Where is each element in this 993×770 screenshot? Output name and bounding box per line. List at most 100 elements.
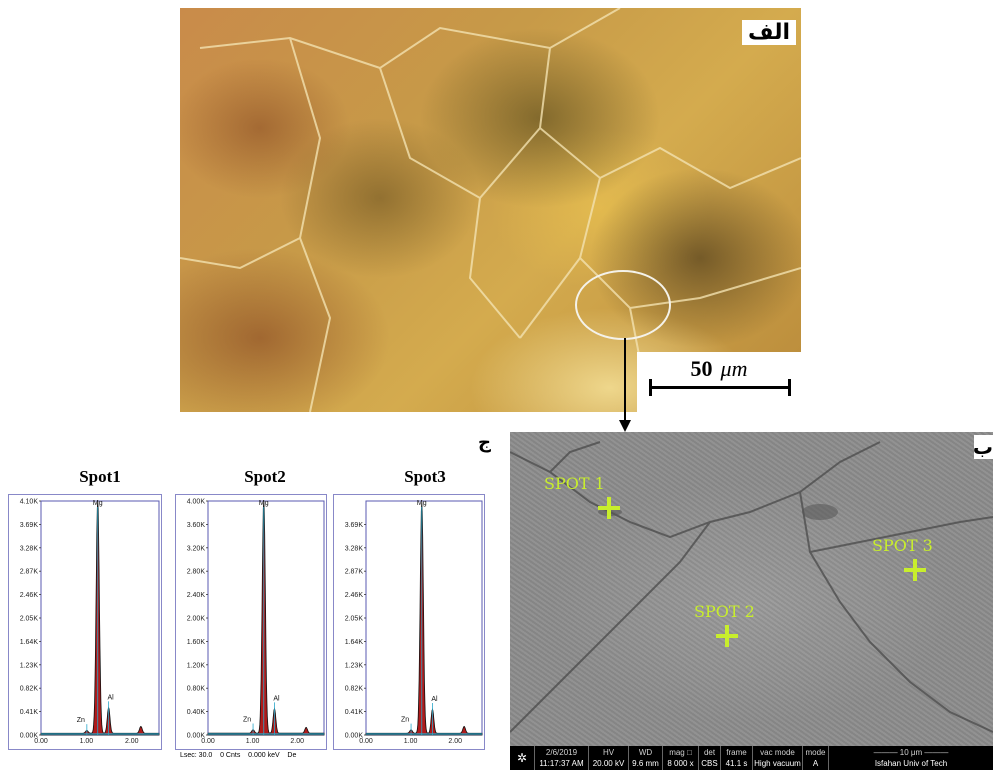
x-tick-label: 0.00 (34, 738, 48, 745)
y-tick-label: 0.80K (187, 686, 206, 693)
y-tick-label: 0.40K (187, 709, 206, 716)
eds-spot1-panel: 0.00K 0.41K 0.82K 1.23K 1.64K 2.05K 2.46K 2.87K… (8, 494, 162, 750)
scale-unit: μm (720, 356, 748, 381)
sem-mode-value: A (812, 759, 819, 768)
spot-1-label: SPOT 1 (544, 474, 605, 493)
scale-tick-left (649, 379, 652, 396)
eds-footer: Lsec: 30.0 0 Cnts 0.000 keV De (180, 752, 330, 759)
sem-wd-header: WD (638, 748, 653, 757)
sem-det-header: det (703, 748, 716, 757)
sem-mag-value: 8 000 x (667, 759, 694, 768)
optical-micrograph (180, 8, 801, 412)
sem-mag: mag □ 8 000 x (662, 746, 698, 770)
sem-info-bar: ✲ 2/6/2019 11:17:37 AM HV 20.00 kV WD 9.… (510, 746, 993, 770)
y-tick-label: 4.00K (187, 499, 206, 506)
sem-institution: Isfahan Univ of Tech (874, 759, 948, 768)
sem-vac-header: vac mode (760, 748, 795, 757)
sem-scale-value: 10 μm (899, 748, 923, 757)
y-tick-label: 0.82K (20, 686, 39, 693)
scale-value: 50 (690, 356, 713, 381)
element-label-mg: Mg (417, 500, 427, 507)
element-label-al: Al (431, 696, 438, 703)
eds-spot3-chart: 0.00K 0.41K 0.82K 1.23K 1.64K 2.05K 2.46K 2.87K… (345, 500, 483, 745)
sem-scale-bar: ——— 10 μm ——— (873, 748, 949, 757)
element-label-zn: Zn (401, 717, 409, 724)
eds-footer-kev: 0.000 keV (248, 752, 280, 759)
sem-micrograph: SPOT 1 SPOT 2 SPOT 3 (510, 432, 993, 746)
sem-frame-value: 41.1 s (725, 759, 748, 768)
spot-3-label: SPOT 3 (872, 536, 933, 555)
element-label-mg: Mg (93, 500, 103, 507)
sem-wd-value: 9.6 mm (632, 759, 659, 768)
eds-spot2-title: Spot2 (244, 467, 286, 486)
spot-2-marker (716, 625, 738, 647)
y-tick-label: 2.05K (345, 616, 364, 623)
x-tick-label: 1.00 (246, 738, 260, 745)
spectrum-area (365, 502, 483, 736)
element-label-zn: Zn (77, 717, 85, 724)
y-tick-label: 1.60K (187, 639, 206, 646)
x-tick-label: 0.00 (359, 738, 373, 745)
panel-label-be: ب (972, 435, 993, 459)
y-tick-label: 1.64K (345, 639, 364, 646)
y-tick-label: 1.23K (20, 662, 39, 669)
element-label-zn: Zn (243, 716, 251, 723)
sem-det: det CBS (698, 746, 720, 770)
sem-hv: HV 20.00 kV (588, 746, 628, 770)
panel-label-alef: الف (742, 20, 797, 45)
x-tick-label: 1.00 (80, 738, 94, 745)
y-tick-label: 4.10K (20, 499, 39, 506)
y-tick-label: 2.40K (187, 592, 206, 599)
sem-mag-header: mag □ (669, 748, 692, 757)
spectrum-area (207, 500, 325, 736)
sem-date: 2/6/2019 (545, 748, 578, 757)
y-tick-label: 2.87K (20, 569, 39, 576)
region-of-interest-circle (575, 270, 671, 340)
y-tick-label: 3.28K (345, 545, 364, 552)
y-tick-label: 1.64K (20, 639, 39, 646)
y-tick-label: 0.82K (345, 686, 364, 693)
y-tick-label: 0.00K (345, 733, 364, 740)
element-label-mg: Mg (259, 500, 269, 507)
scale-bar: 50 μm (637, 352, 801, 412)
panel-label-jim: ج (478, 432, 491, 453)
eds-footer-lsec: Lsec: 30.0 (180, 752, 213, 759)
sem-frame-header: frame (726, 748, 747, 757)
x-tick-label: 2.00 (448, 738, 462, 745)
sem-det-value: CBS (701, 759, 718, 768)
scale-bar-line (649, 386, 791, 389)
y-tick-label: 0.00K (20, 733, 39, 740)
eds-spot1-chart: 0.00K 0.41K 0.82K 1.23K 1.64K 2.05K 2.46K 2.87K… (20, 499, 160, 745)
y-tick-label: 1.20K (187, 662, 206, 669)
y-tick-label: 3.69K (345, 522, 364, 529)
element-label-al: Al (108, 694, 115, 701)
y-tick-label: 1.23K (345, 662, 364, 669)
sem-wd: WD 9.6 mm (628, 746, 662, 770)
spot-1-marker (598, 497, 620, 519)
sem-scale: ——— 10 μm ——— Isfahan Univ of Tech (828, 746, 993, 770)
y-tick-label: 0.00K (187, 733, 206, 740)
scale-tick-right (788, 379, 791, 396)
spectrum-area (40, 500, 160, 736)
y-tick-label: 2.46K (345, 592, 364, 599)
sem-mode-header: mode (805, 748, 826, 757)
sem-mode: mode A (802, 746, 828, 770)
eds-spot3-panel: 0.00K 0.41K 0.82K 1.23K 1.64K 2.05K 2.46K 2.87K… (333, 494, 485, 750)
sem-hv-value: 20.00 kV (592, 759, 625, 768)
eds-spot2-panel: 0.00K 0.40K 0.80K 1.20K 1.60K 2.00K 2.40K 2.80K… (175, 494, 327, 750)
x-tick-label: 0.00 (201, 738, 215, 745)
y-tick-label: 3.60K (187, 522, 206, 529)
sem-hv-header: HV (602, 748, 615, 757)
y-tick-label: 2.05K (20, 616, 39, 623)
sem-frame: frame 41.1 s (720, 746, 752, 770)
sem-time: 11:17:37 AM (539, 759, 584, 768)
y-tick-label: 0.41K (345, 709, 364, 716)
eds-footer-cnts: 0 Cnts (220, 752, 241, 759)
x-tick-label: 2.00 (125, 738, 139, 745)
y-tick-label: 3.28K (20, 545, 39, 552)
arrow-down-icon (619, 338, 631, 432)
eds-spot2-chart: 0.00K 0.40K 0.80K 1.20K 1.60K 2.00K 2.40K 2.80K… (187, 499, 325, 745)
eds-spot1-title: Spot1 (79, 467, 121, 486)
y-tick-label: 3.20K (187, 545, 206, 552)
y-tick-label: 2.87K (345, 569, 364, 576)
